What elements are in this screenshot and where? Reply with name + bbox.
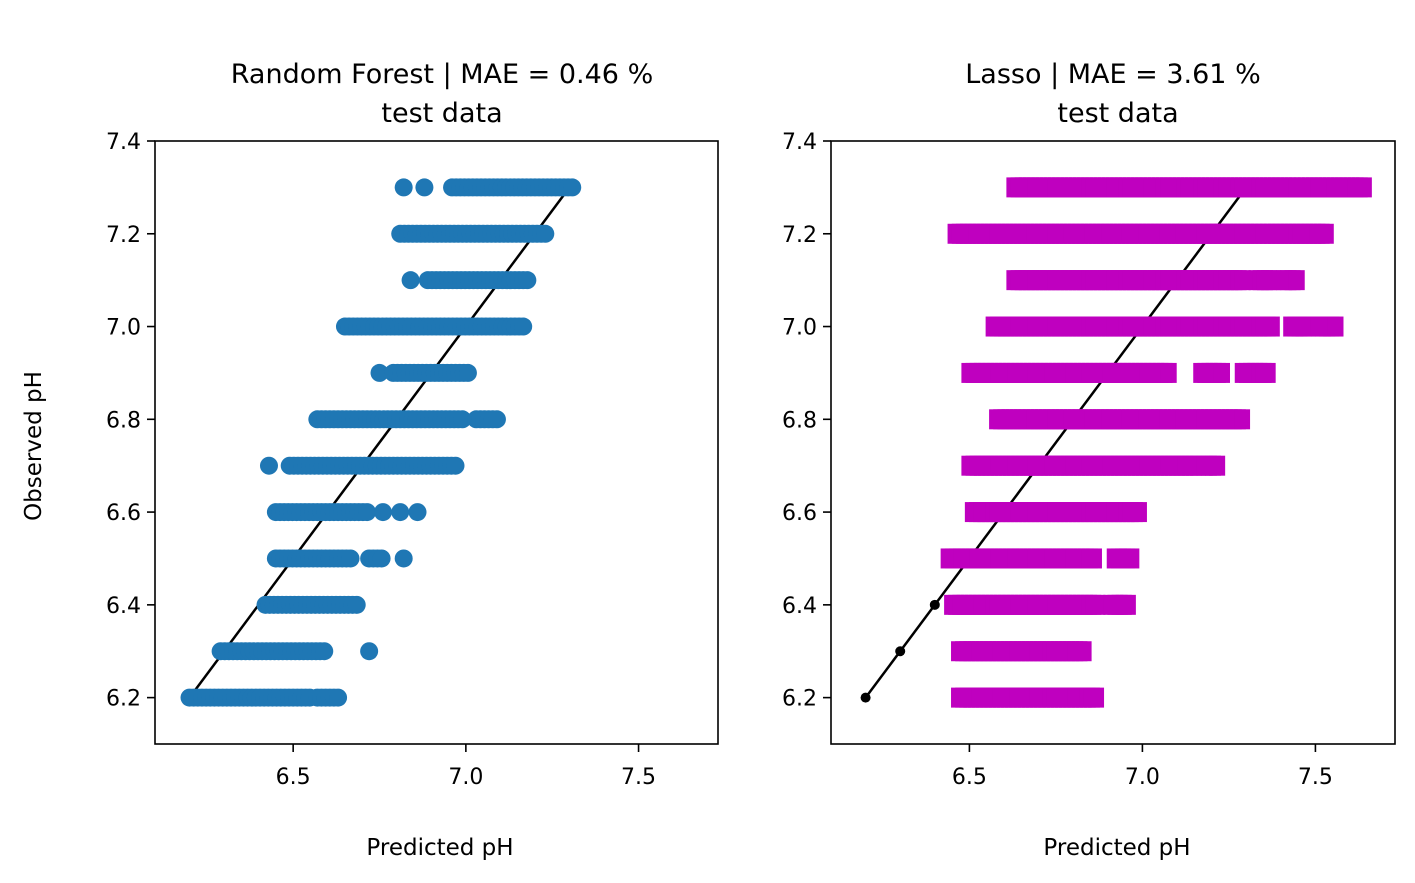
rf-y-tick-label: 6.6 xyxy=(106,501,141,526)
rf-data-point xyxy=(358,503,377,522)
rf-data-point xyxy=(446,456,465,475)
lasso-axes-frame xyxy=(830,140,1396,745)
random-forest-panel: Random Forest | MAE = 0.46 % test data 6… xyxy=(106,59,719,861)
rf-data-point xyxy=(453,410,472,429)
lasso-data-point xyxy=(1263,316,1280,337)
lasso-x-axis-label: Predicted pH xyxy=(1043,835,1190,861)
lasso-data-points xyxy=(940,177,1372,708)
figure-y-axis-label: Observed pH xyxy=(21,371,47,521)
rf-data-point xyxy=(370,363,389,382)
lasso-data-point xyxy=(1088,687,1105,708)
lasso-data-point xyxy=(1123,548,1140,569)
lasso-x-tick-label: 7.5 xyxy=(1298,765,1333,790)
lasso-title: Lasso | MAE = 3.61 % xyxy=(965,59,1260,90)
rf-data-point xyxy=(341,549,360,568)
rf-data-point xyxy=(259,456,278,475)
lasso-plot-area: 6.2 6.4 6.6 6.8 7.0 7.2 7.4 6.5 7.0 7.5 xyxy=(782,130,1396,790)
lasso-y-tick-label: 7.4 xyxy=(782,130,817,155)
rf-identity-line xyxy=(188,186,571,699)
rf-y-tick-label: 6.4 xyxy=(106,594,141,619)
lasso-y-tick-label: 6.6 xyxy=(782,501,817,526)
rf-data-point xyxy=(373,503,392,522)
lasso-data-point xyxy=(1119,594,1136,615)
lasso-line-point xyxy=(860,692,871,703)
lasso-x-tick-label: 7.0 xyxy=(1125,765,1160,790)
lasso-data-point xyxy=(1259,362,1276,383)
rf-data-point xyxy=(394,178,413,197)
rf-y-tick-label: 6.2 xyxy=(106,687,141,712)
lasso-data-point xyxy=(1317,223,1334,244)
rf-data-point xyxy=(536,224,555,243)
rf-data-point xyxy=(458,363,477,382)
lasso-y-tick-label: 6.4 xyxy=(782,594,817,619)
lasso-y-tick-label: 6.2 xyxy=(782,687,817,712)
rf-data-point xyxy=(360,642,379,661)
lasso-data-point xyxy=(1213,362,1230,383)
lasso-x-tick-label: 6.5 xyxy=(952,765,987,790)
lasso-data-point xyxy=(1234,409,1251,430)
rf-data-point xyxy=(563,178,582,197)
rf-y-tick-label: 7.4 xyxy=(106,130,141,155)
rf-axes-frame xyxy=(154,140,719,745)
lasso-data-point xyxy=(1075,641,1092,662)
rf-x-tick-label: 7.0 xyxy=(448,765,483,790)
lasso-line-point xyxy=(895,646,906,657)
lasso-data-point xyxy=(1085,548,1102,569)
rf-data-point xyxy=(415,178,434,197)
lasso-data-point xyxy=(1209,455,1226,476)
rf-y-tick-label: 6.8 xyxy=(106,408,141,433)
rf-data-point xyxy=(394,549,413,568)
lasso-data-point xyxy=(1234,270,1251,291)
rf-data-points xyxy=(180,178,582,707)
random-forest-subtitle: test data xyxy=(381,98,502,129)
lasso-data-point xyxy=(1160,362,1177,383)
rf-data-point xyxy=(347,595,366,614)
lasso-line-point xyxy=(929,599,940,610)
rf-data-point xyxy=(518,271,537,290)
rf-y-tick-label: 7.2 xyxy=(106,223,141,248)
lasso-data-point xyxy=(1327,316,1344,337)
lasso-subtitle: test data xyxy=(1057,98,1178,129)
lasso-data-point xyxy=(1130,502,1147,523)
lasso-y-tick-label: 7.2 xyxy=(782,223,817,248)
random-forest-x-axis-label: Predicted pH xyxy=(366,835,513,861)
rf-data-point xyxy=(487,410,506,429)
lasso-data-point xyxy=(1089,594,1106,615)
rf-x-tick-label: 6.5 xyxy=(276,765,311,790)
lasso-y-tick-label: 7.0 xyxy=(782,316,817,341)
rf-x-tick-label: 7.5 xyxy=(621,765,656,790)
rf-data-point xyxy=(372,549,391,568)
random-forest-title: Random Forest | MAE = 0.46 % xyxy=(231,59,653,90)
random-forest-plot-area: 6.2 6.4 6.6 6.8 7.0 7.2 7.4 6.5 7.0 7.5 xyxy=(106,130,719,790)
lasso-data-point xyxy=(1288,270,1305,291)
lasso-y-tick-label: 6.8 xyxy=(782,408,817,433)
lasso-data-point xyxy=(1355,177,1372,198)
rf-data-point xyxy=(329,688,348,707)
rf-data-point xyxy=(401,271,420,290)
rf-data-point xyxy=(514,317,533,336)
rf-data-point xyxy=(408,503,427,522)
rf-data-point xyxy=(391,503,410,522)
lasso-identity-line xyxy=(864,186,1248,699)
lasso-panel: Lasso | MAE = 3.61 % test data 6.2 6.4 6.6… xyxy=(782,59,1396,861)
rf-y-tick-label: 7.0 xyxy=(106,316,141,341)
rf-data-point xyxy=(315,642,334,661)
